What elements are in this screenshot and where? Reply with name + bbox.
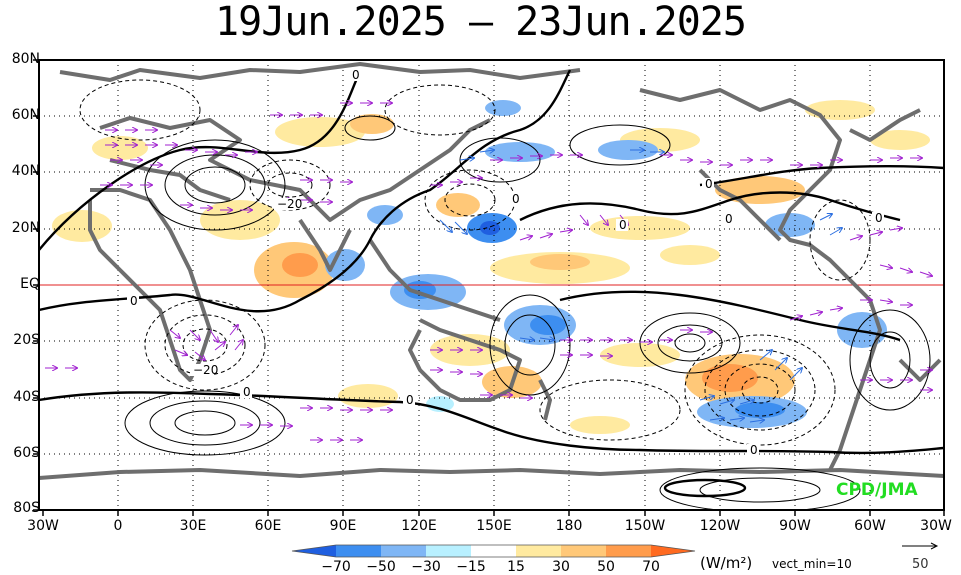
lon-label: 120E <box>401 518 437 534</box>
reference-vector-arrow <box>902 542 939 550</box>
contour-label: 0 <box>725 212 733 226</box>
colorbar-seg <box>471 545 516 557</box>
colorbar-label: −70 <box>321 559 351 575</box>
contours-zero <box>39 69 944 498</box>
contour-label: 0 <box>243 385 251 399</box>
colorbar-seg <box>651 545 695 557</box>
colorbar-seg <box>381 545 426 557</box>
lon-label: 90W <box>779 518 811 534</box>
colorbar-seg <box>292 545 336 557</box>
colorbar-seg <box>516 545 561 557</box>
contour-label: 0 <box>705 177 713 191</box>
contour-label: 0 <box>352 68 360 82</box>
lat-label: 40N <box>11 163 40 179</box>
lon-label: 30W <box>27 518 59 534</box>
colorbar-label: −15 <box>456 559 486 575</box>
colorbar-seg <box>561 545 606 557</box>
colorbar-unit: (W/m²) <box>700 554 753 572</box>
lon-label: 30W <box>920 518 952 534</box>
colorbar-label: 30 <box>552 559 570 575</box>
colorbar-label: −30 <box>411 559 441 575</box>
colorbar-seg <box>606 545 651 557</box>
lon-label: 180 <box>555 518 583 534</box>
lon-label: 60E <box>254 518 282 534</box>
vector-min-label: vect_min=10 <box>772 557 852 571</box>
lat-label: 20N <box>11 220 40 236</box>
lon-label: 0 <box>113 518 123 534</box>
contour-label: 0 <box>512 192 520 206</box>
colorbar-label: 50 <box>597 559 615 575</box>
contour-label: −20 <box>277 197 302 211</box>
lon-label: 90E <box>329 518 357 534</box>
map-title: 19Jun.2025 – 23Jun.2025 <box>215 0 747 45</box>
lon-label: 30E <box>179 518 207 534</box>
lat-label: 60S <box>13 445 40 461</box>
colorbar-label: 70 <box>642 559 660 575</box>
lat-label: 80S <box>13 500 40 516</box>
colorbar-seg <box>426 545 471 557</box>
contour-label: 0 <box>750 443 758 457</box>
colorbar-label: 15 <box>507 559 525 575</box>
wind-vectors-jet <box>439 150 842 422</box>
lon-label: 150W <box>624 518 666 534</box>
colorbar-label: −50 <box>366 559 396 575</box>
lat-label: 80N <box>11 51 40 67</box>
colorbar <box>291 544 696 558</box>
contour-label: 0 <box>619 218 627 232</box>
lat-label: 60N <box>11 107 40 123</box>
contour-label: 0 <box>130 294 138 308</box>
lon-label: 60W <box>854 518 886 534</box>
reference-vector-label: 50 <box>912 557 929 572</box>
coastlines <box>39 62 944 480</box>
axis-ticks <box>33 59 945 516</box>
lat-label: EQ <box>20 276 40 292</box>
wind-vectors <box>45 103 932 440</box>
colorbar-seg <box>336 545 381 557</box>
contour-labels: 0 0 0 0 0 0 0 0 0 0 −20 −20 <box>127 68 884 457</box>
credit-label: CPD/JMA <box>836 480 918 500</box>
lat-label: 20S <box>13 332 40 348</box>
contour-label: 0 <box>875 211 883 225</box>
contour-label: 0 <box>406 393 414 407</box>
lon-label: 150E <box>476 518 512 534</box>
lon-label: 120W <box>699 518 741 534</box>
lat-label: 40S <box>13 389 40 405</box>
contour-label: −20 <box>193 363 218 377</box>
